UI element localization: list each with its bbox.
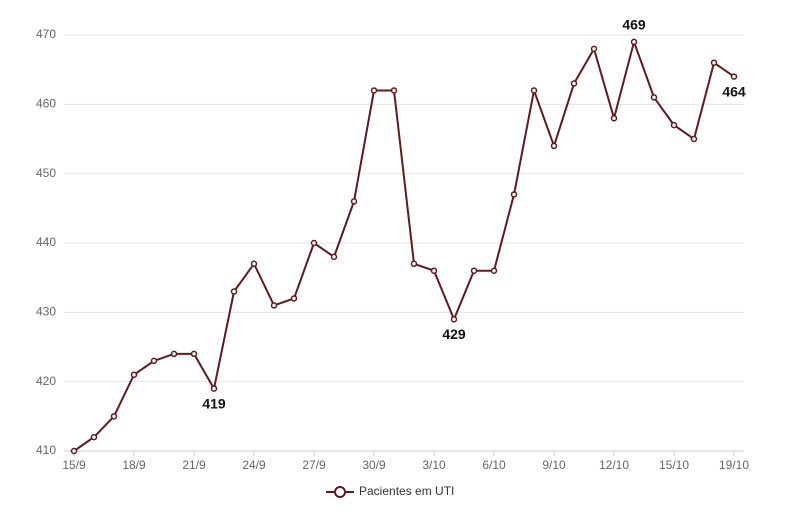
point [370,87,378,94]
point [710,59,718,66]
data-label: 429 [442,326,466,342]
point [230,288,238,295]
x-tick-label: 30/9 [362,458,386,472]
x-tick-label: 19/10 [719,458,749,472]
y-tick-label: 430 [36,305,56,319]
y-tick-label: 410 [36,443,56,457]
x-tick-label: 12/10 [599,458,629,472]
point [450,316,458,323]
point [390,87,398,94]
x-tick-label: 18/9 [122,458,146,472]
point [250,260,258,268]
x-tick-label: 3/10 [422,458,446,472]
x-tick-label: 21/9 [182,458,206,472]
x-tick-label: 15/10 [659,458,689,472]
legend-marker [334,486,346,498]
data-label: 464 [722,83,746,99]
point [170,350,178,358]
point [490,267,498,274]
point [290,295,298,302]
point [510,191,518,198]
point [350,198,358,205]
point [690,135,698,143]
point [590,45,598,53]
point [410,260,418,268]
y-tick-label: 460 [36,97,56,111]
y-tick-label: 420 [36,374,56,388]
point [110,413,118,420]
point [650,94,658,101]
data-label: 419 [202,395,226,411]
point [730,73,738,80]
x-tick-label: 15/9 [62,458,86,472]
point [430,267,438,274]
point [130,371,138,378]
legend-label: Pacientes em UTI [359,484,454,498]
point [190,350,198,358]
x-tick-label: 6/10 [482,458,506,472]
point [550,142,558,150]
y-tick-label: 470 [36,27,56,41]
series-line [73,38,735,452]
point [530,87,538,94]
data-label: 469 [622,17,646,33]
point [630,38,638,46]
point [90,433,98,441]
point [570,80,578,87]
point [70,447,78,455]
point [670,121,678,129]
point [150,357,158,365]
y-tick-label: 450 [36,166,56,180]
point [310,239,318,247]
point [470,267,478,274]
point [610,114,618,122]
x-tick-label: 27/9 [302,458,326,472]
x-tick-label: 24/9 [242,458,266,472]
x-tick-label: 9/10 [542,458,566,472]
point [270,302,278,309]
y-tick-label: 440 [36,235,56,249]
point [210,385,218,392]
point [330,253,338,261]
